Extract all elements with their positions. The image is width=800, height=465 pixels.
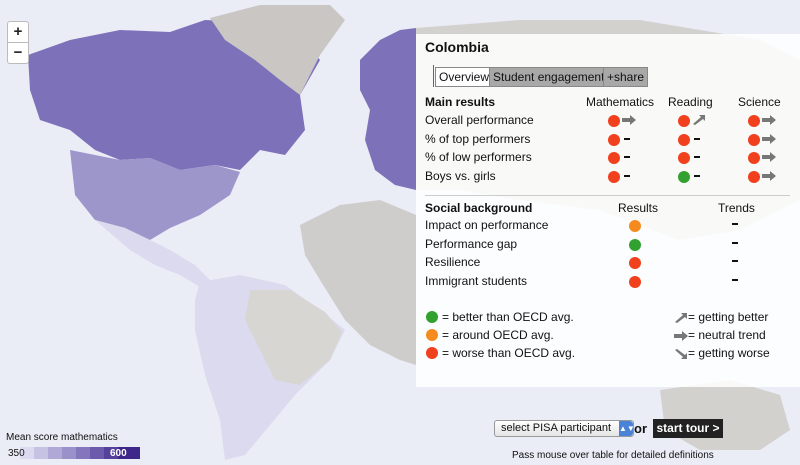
- social-row-label: Immigrant students: [425, 273, 528, 288]
- result-no-trend: [694, 156, 700, 158]
- key-orange-dot: [426, 329, 438, 341]
- zoom-out-button[interactable]: −: [7, 42, 29, 64]
- result-dot[interactable]: [608, 170, 620, 183]
- scale-swatch: [118, 447, 140, 459]
- mexico-region[interactable]: [95, 220, 215, 290]
- social-result-dot[interactable]: [629, 257, 641, 269]
- social-no-trend: [732, 278, 738, 281]
- key-getting-worse-icon: [675, 349, 687, 359]
- social-row-label: Impact on performance: [425, 218, 549, 232]
- result-no-trend: [694, 174, 700, 177]
- canada-region[interactable]: [28, 20, 320, 170]
- social-result-dot[interactable]: [629, 275, 641, 288]
- result-dot[interactable]: [748, 152, 760, 164]
- result-no-trend: [624, 174, 630, 177]
- result-dot[interactable]: [678, 152, 690, 164]
- zoom-in-button[interactable]: +: [7, 21, 29, 43]
- country-title: Colombia: [425, 39, 489, 55]
- col-mathematics: Mathematics: [586, 95, 655, 109]
- social-background-header: Social background: [425, 201, 533, 215]
- key-around: = around OECD avg.: [442, 328, 554, 342]
- or-text: or: [634, 421, 647, 436]
- result-neutral-trend-icon: [762, 115, 776, 125]
- result-neutral-trend-icon: [622, 115, 636, 125]
- result-dot[interactable]: [608, 115, 620, 127]
- result-better-trend-icon: [693, 115, 705, 125]
- scale-swatch: [48, 447, 62, 459]
- key-neutral: = neutral trend: [688, 328, 766, 342]
- hint-text: Pass mouse over table for detailed defin…: [512, 450, 714, 461]
- legend-min: 350: [8, 448, 25, 459]
- key-better: = better than OECD avg.: [442, 310, 574, 324]
- greenland: [210, 5, 345, 95]
- social-no-trend: [732, 241, 738, 244]
- result-no-trend: [694, 137, 700, 140]
- scale-swatch: [34, 447, 48, 459]
- africa: [300, 200, 416, 365]
- result-dot[interactable]: [748, 115, 760, 127]
- main-row-label: Boys vs. girls: [425, 168, 496, 183]
- key-worse: = worse than OECD avg.: [442, 346, 576, 360]
- social-result-dot[interactable]: [629, 220, 641, 232]
- scale-swatch: [76, 447, 90, 459]
- scale-swatch: [104, 447, 118, 459]
- result-dot[interactable]: [608, 152, 620, 164]
- scale-swatch: [62, 447, 76, 459]
- select-label: select PISA participant: [501, 422, 612, 434]
- key-getting-better-icon: [675, 313, 687, 323]
- section-separator: [425, 195, 790, 196]
- result-dot[interactable]: [678, 170, 690, 183]
- scale-swatch: [20, 447, 34, 459]
- social-row-label: Performance gap: [425, 236, 518, 251]
- scale-swatch: [6, 447, 20, 459]
- brazil: [245, 290, 342, 385]
- result-dot[interactable]: [608, 133, 620, 146]
- social-no-trend: [732, 260, 738, 262]
- col-results: Results: [618, 201, 659, 215]
- main-results-header: Main results: [425, 95, 496, 109]
- col-trends: Trends: [718, 201, 755, 215]
- europe-region[interactable]: [360, 28, 416, 190]
- select-arrows-icon: ▲▼: [619, 421, 635, 436]
- col-reading: Reading: [668, 95, 713, 109]
- start-tour-button[interactable]: start tour >: [653, 419, 723, 438]
- tab-overview[interactable]: Overview: [435, 67, 494, 87]
- result-no-trend: [624, 156, 630, 158]
- result-dot[interactable]: [678, 115, 690, 127]
- main-row-label: % of top performers: [425, 131, 531, 146]
- key-getting-worse: = getting worse: [688, 346, 770, 360]
- main-row-label: Overall performance: [425, 113, 534, 127]
- social-no-trend: [732, 223, 738, 225]
- result-dot[interactable]: [678, 133, 690, 146]
- tab-student-engagement[interactable]: Student engagement: [489, 67, 609, 87]
- legend-title: Mean score mathematics: [6, 432, 118, 443]
- tab-share[interactable]: +share: [603, 67, 649, 87]
- main-row-label: % of low performers: [425, 150, 532, 164]
- tab-divider: [433, 65, 434, 87]
- col-science: Science: [738, 95, 781, 109]
- pisa-participant-select[interactable]: select PISA participant ▲▼: [494, 420, 635, 437]
- result-neutral-trend-icon: [762, 133, 776, 144]
- social-result-dot[interactable]: [629, 238, 641, 251]
- country-panel: Colombia Overview Student engagement +sh…: [416, 34, 800, 387]
- scale-swatch: [90, 447, 104, 459]
- result-neutral-trend-icon: [762, 170, 776, 181]
- key-neutral-trend-icon: [674, 331, 688, 341]
- key-getting-better: = getting better: [688, 310, 769, 324]
- result-dot[interactable]: [748, 133, 760, 146]
- key-green-dot: [426, 311, 438, 323]
- key-red-dot: [426, 347, 438, 359]
- usa-region[interactable]: [70, 150, 240, 240]
- result-dot[interactable]: [748, 170, 760, 183]
- social-row-label: Resilience: [425, 255, 481, 269]
- result-neutral-trend-icon: [762, 152, 776, 162]
- result-no-trend: [624, 137, 630, 140]
- legend-max: 600: [110, 448, 127, 459]
